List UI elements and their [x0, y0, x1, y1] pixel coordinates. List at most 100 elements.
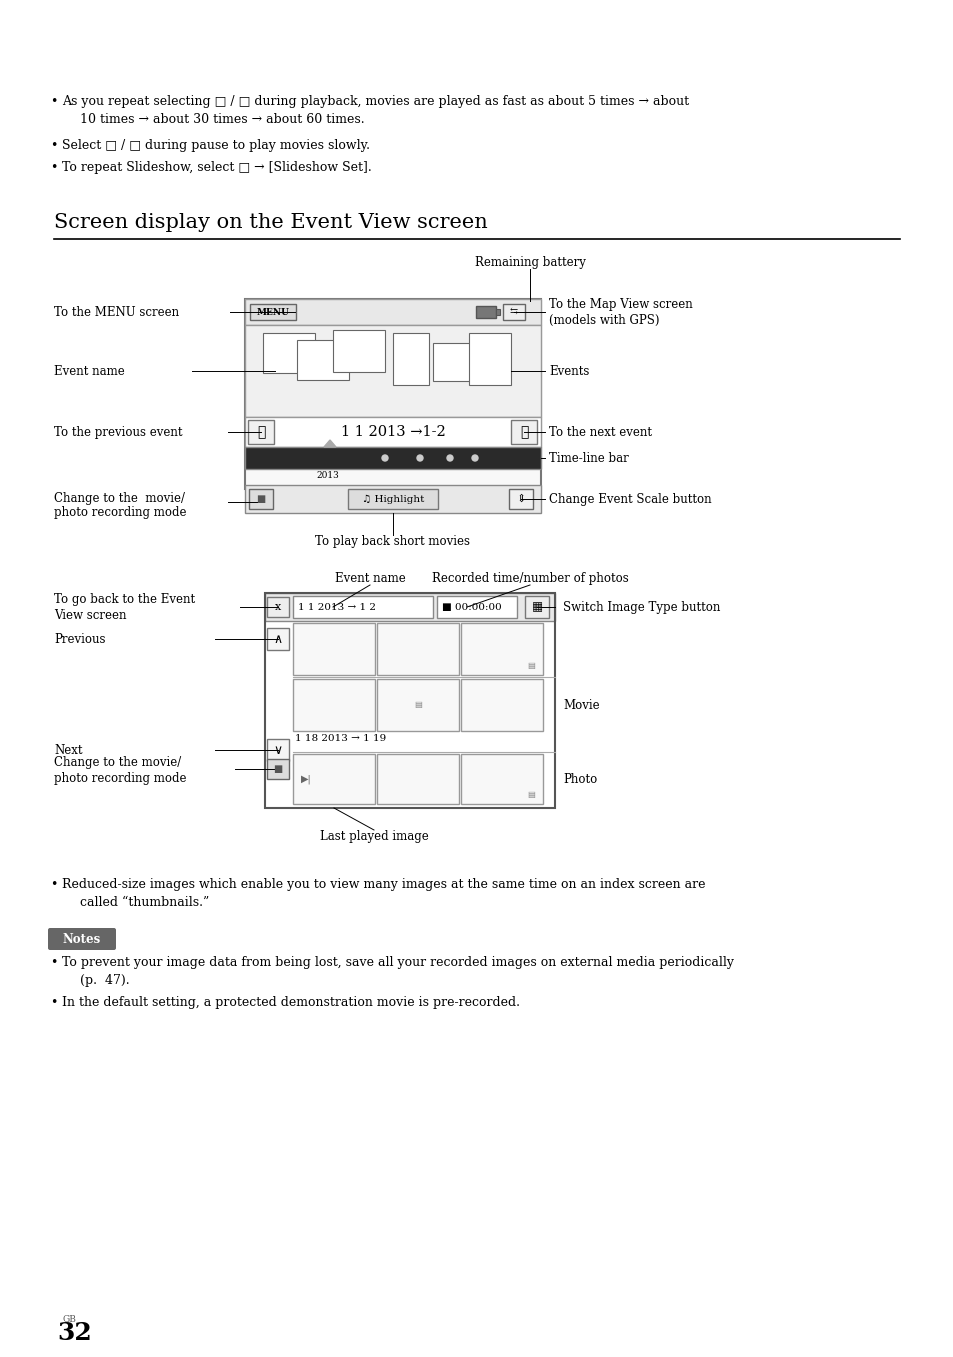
Text: To play back short movies: To play back short movies [315, 535, 470, 548]
Text: Reduced-size images which enable you to view many images at the same time on an : Reduced-size images which enable you to … [62, 878, 705, 892]
Text: MENU: MENU [256, 308, 289, 316]
Bar [376, 623, 458, 674]
Bar [245, 299, 540, 489]
Bar [509, 489, 533, 509]
Text: Select □ / □ during pause to play movies slowly.: Select □ / □ during pause to play movies… [62, 138, 370, 152]
Text: ⇆: ⇆ [510, 308, 517, 316]
Text: ∨: ∨ [274, 744, 282, 756]
Text: In the default setting, a protected demonstration movie is pre-recorded.: In the default setting, a protected demo… [62, 996, 519, 1010]
Text: 32: 32 [57, 1320, 91, 1345]
Text: (p.  47).: (p. 47). [80, 974, 130, 987]
Text: 10 times → about 30 times → about 60 times.: 10 times → about 30 times → about 60 tim… [80, 113, 364, 126]
Bar [267, 597, 289, 617]
Text: GB: GB [62, 1315, 76, 1324]
Text: •: • [50, 138, 57, 152]
Text: To the Map View screen: To the Map View screen [548, 297, 692, 311]
Text: •: • [50, 878, 57, 892]
Text: Notes: Notes [63, 932, 101, 946]
Text: •: • [50, 996, 57, 1010]
Text: To the next event: To the next event [548, 426, 651, 438]
Text: Next: Next [54, 744, 82, 756]
Bar [460, 754, 542, 803]
Bar [293, 623, 375, 674]
Text: ▤: ▤ [414, 702, 421, 708]
Bar [376, 754, 458, 803]
Bar [265, 593, 555, 622]
Text: photo recording mode: photo recording mode [54, 772, 186, 784]
Text: To the MENU screen: To the MENU screen [54, 305, 179, 319]
Bar [249, 489, 273, 509]
Text: To prevent your image data from being lost, save all your recorded images on ext: To prevent your image data from being lo… [62, 955, 733, 969]
Bar [245, 417, 540, 446]
Text: ■ 00:00:00: ■ 00:00:00 [441, 603, 501, 612]
Bar [245, 446, 540, 470]
Text: Remaining battery: Remaining battery [474, 256, 585, 269]
Text: 1 1 2013 →1-2: 1 1 2013 →1-2 [340, 425, 445, 440]
Bar [248, 421, 274, 444]
Bar [245, 324, 540, 417]
Bar [245, 484, 540, 513]
Text: Time-line bar: Time-line bar [548, 452, 628, 464]
Bar [267, 628, 289, 650]
Bar [469, 332, 511, 385]
Bar [267, 759, 289, 779]
Text: Last played image: Last played image [319, 830, 428, 843]
Text: Previous: Previous [54, 632, 106, 646]
Text: Change Event Scale button: Change Event Scale button [548, 493, 711, 506]
Bar [376, 678, 458, 731]
Text: Screen display on the Event View screen: Screen display on the Event View screen [54, 213, 487, 232]
Text: 〈: 〈 [256, 425, 265, 440]
Text: •: • [50, 161, 57, 174]
Text: 2013: 2013 [316, 471, 339, 480]
Text: ▶|: ▶| [301, 775, 312, 784]
Text: 1 18 2013 → 1 19: 1 18 2013 → 1 19 [294, 734, 386, 744]
Text: To go back to the Event: To go back to the Event [54, 593, 195, 605]
Bar [296, 341, 349, 380]
FancyBboxPatch shape [48, 928, 116, 950]
Circle shape [447, 455, 453, 461]
Polygon shape [324, 440, 335, 446]
Text: Events: Events [548, 365, 589, 377]
Bar [263, 332, 314, 373]
Text: Event name: Event name [54, 365, 125, 377]
Bar [524, 596, 548, 617]
Circle shape [381, 455, 388, 461]
Bar [393, 332, 429, 385]
Text: ♫ Highlight: ♫ Highlight [361, 494, 424, 503]
Text: ▦: ▦ [531, 601, 542, 613]
Bar [433, 343, 471, 381]
Bar [293, 596, 433, 617]
Bar [293, 754, 375, 803]
Text: To repeat Slideshow, select □ → [Slideshow Set].: To repeat Slideshow, select □ → [Slidesh… [62, 161, 372, 174]
Text: ▤: ▤ [527, 791, 535, 799]
Bar [476, 305, 496, 318]
Text: ■: ■ [274, 764, 282, 773]
Text: called “thumbnails.”: called “thumbnails.” [80, 896, 209, 909]
Text: ■: ■ [256, 494, 265, 503]
Text: 1 1 2013 → 1 2: 1 1 2013 → 1 2 [297, 603, 375, 612]
Bar [348, 489, 437, 509]
Text: x: x [274, 603, 281, 612]
Bar [511, 421, 537, 444]
Circle shape [472, 455, 477, 461]
Bar [250, 304, 295, 320]
Circle shape [416, 455, 422, 461]
Text: As you repeat selecting □ / □ during playback, movies are played as fast as abou: As you repeat selecting □ / □ during pla… [62, 95, 688, 109]
Text: ▤: ▤ [527, 662, 535, 670]
Text: photo recording mode: photo recording mode [54, 506, 186, 518]
Text: ∧: ∧ [274, 632, 282, 646]
Text: ⇕: ⇕ [516, 494, 525, 503]
Text: Switch Image Type button: Switch Image Type button [562, 601, 720, 613]
Text: 〉: 〉 [519, 425, 528, 440]
Bar [460, 623, 542, 674]
Bar [502, 304, 524, 320]
Text: To the previous event: To the previous event [54, 426, 182, 438]
Text: Photo: Photo [562, 772, 597, 786]
Bar [436, 596, 517, 617]
Bar [265, 593, 555, 807]
Bar [333, 330, 385, 372]
Text: Recorded time/number of photos: Recorded time/number of photos [431, 573, 628, 585]
Text: Movie: Movie [562, 699, 599, 711]
Text: •: • [50, 955, 57, 969]
Text: Event name: Event name [335, 573, 405, 585]
